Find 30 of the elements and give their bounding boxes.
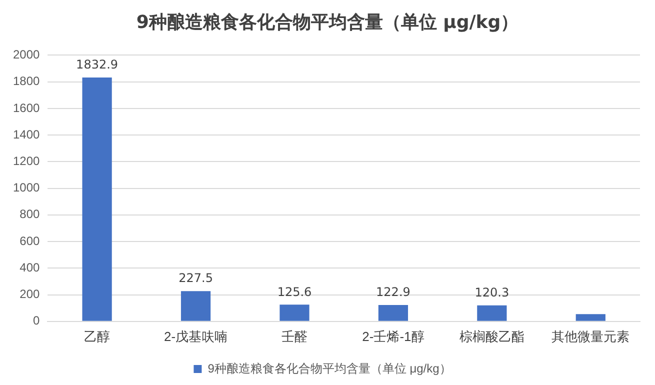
x-tick-label: 乙醇: [84, 328, 110, 344]
y-tick-label: 600: [20, 234, 40, 248]
y-tick-label: 1200: [12, 154, 40, 168]
bar: [82, 77, 112, 321]
y-tick-label: 1600: [12, 100, 40, 115]
y-tick-label: 400: [20, 260, 40, 274]
y-tick-label: 1800: [12, 74, 40, 88]
y-tick-label: 1400: [12, 127, 40, 142]
bar: [576, 314, 606, 321]
legend-label: 9种酿造粮食各化合物平均含量（单位 μg/kg）: [208, 361, 452, 376]
y-tick-label: 2000: [12, 48, 40, 62]
bar: [280, 304, 310, 321]
y-tick-label: 1000: [12, 180, 40, 195]
data-label: 1832.9: [76, 58, 118, 72]
data-label: 125.6: [277, 284, 312, 299]
y-tick-label: 200: [20, 287, 40, 302]
data-label: 120.3: [474, 286, 510, 300]
data-label: 122.9: [376, 285, 410, 300]
bar: [180, 291, 211, 321]
x-tick-label: 壬醛: [281, 328, 308, 344]
data-label: 227.5: [178, 271, 213, 286]
x-tick-label: 2-戊基呋喃: [164, 328, 228, 344]
x-tick-label: 其他微量元素: [552, 328, 630, 344]
y-tick-label: 800: [20, 207, 40, 222]
y-tick-label: 0: [33, 314, 40, 328]
x-tick-label: 2-壬烯-1醇: [362, 328, 424, 344]
chart-title: 9种酿造粮食各化合物平均含量（单位 μg/kg）: [135, 11, 520, 35]
x-tick-label: 棕榈酸乙酯: [459, 328, 524, 344]
bar: [378, 305, 408, 321]
bar: [477, 305, 507, 321]
